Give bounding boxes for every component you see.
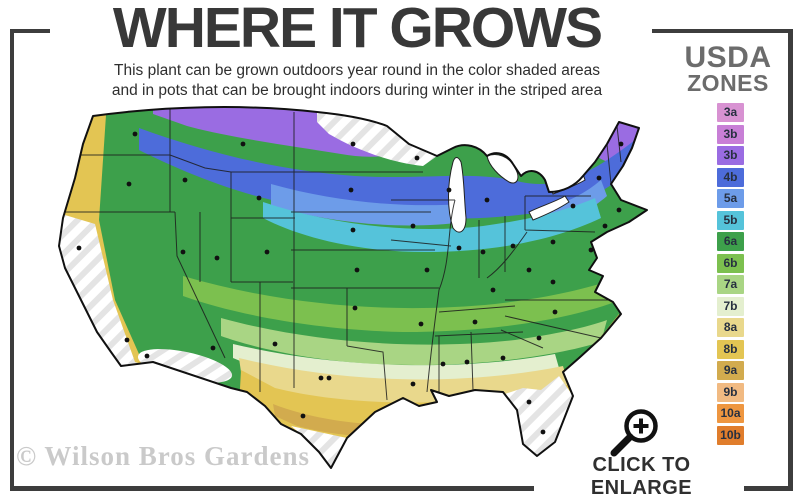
- frame-bottom-left: [10, 486, 534, 491]
- zone-chip-9b: 9b: [717, 382, 744, 402]
- frame-top-left: [10, 29, 50, 33]
- subtitle-line-2: and in pots that can be brought indoors …: [111, 82, 603, 100]
- zone-chip-10a: 10a: [717, 404, 744, 423]
- zone-chip-3b: 3b: [717, 124, 744, 144]
- usda-heading-line2: ZONES: [687, 69, 769, 96]
- usda-zones-heading: USDA ZONES: [676, 41, 780, 96]
- zone-chip-5a: 5a: [717, 189, 744, 208]
- zone-chip-7a: 7a: [717, 275, 744, 294]
- zone-chip-10b: 10b: [717, 425, 744, 445]
- page-title: WHERE IT GROWS: [112, 0, 603, 60]
- frame-left: [10, 29, 14, 491]
- frame-right: [788, 29, 793, 491]
- zone-chip-3b: 3b: [717, 146, 744, 165]
- us-map-svg: [58, 106, 648, 469]
- subtitle-line-1: This plant can be grown outdoors year ro…: [114, 62, 600, 79]
- zone-chip-8a: 8a: [717, 318, 744, 337]
- click-to-enlarge-button[interactable]: CLICK TO ENLARGE: [539, 402, 744, 499]
- us-zones-map[interactable]: [35, 100, 655, 480]
- state-borders: [59, 108, 622, 401]
- zone-chip-5b: 5b: [717, 210, 744, 230]
- subtitle: This plant can be grown outdoors year ro…: [0, 61, 714, 102]
- zone-chip-6a: 6a: [717, 232, 744, 251]
- zone-list: 3a 3b 3b 4b 5a 5b 6a 6b 7a 7b 8a 8b 9a 9b 10a 10b: [717, 103, 744, 447]
- zone-chip-7b: 7b: [717, 296, 744, 316]
- us-outline: [58, 106, 648, 469]
- usda-heading-line1: USDA: [684, 41, 772, 74]
- zone-chip-8b: 8b: [717, 339, 744, 359]
- enlarge-label: CLICK TO ENLARGE: [590, 454, 693, 499]
- zone-chip-6b: 6b: [717, 253, 744, 273]
- zone-chip-3a: 3a: [717, 103, 744, 122]
- watermark: © Wilson Bros Gardens: [16, 441, 310, 471]
- frame-top-right: [652, 29, 793, 33]
- magnifier-plus-icon: [610, 409, 658, 457]
- zone-chip-9a: 9a: [717, 361, 744, 380]
- zone-chip-4b: 4b: [717, 167, 744, 187]
- frame-bottom-right: [744, 486, 793, 491]
